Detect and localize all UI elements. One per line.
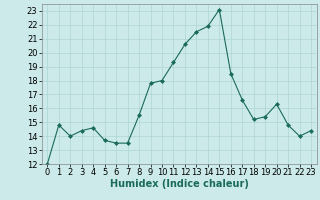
X-axis label: Humidex (Indice chaleur): Humidex (Indice chaleur) (110, 179, 249, 189)
